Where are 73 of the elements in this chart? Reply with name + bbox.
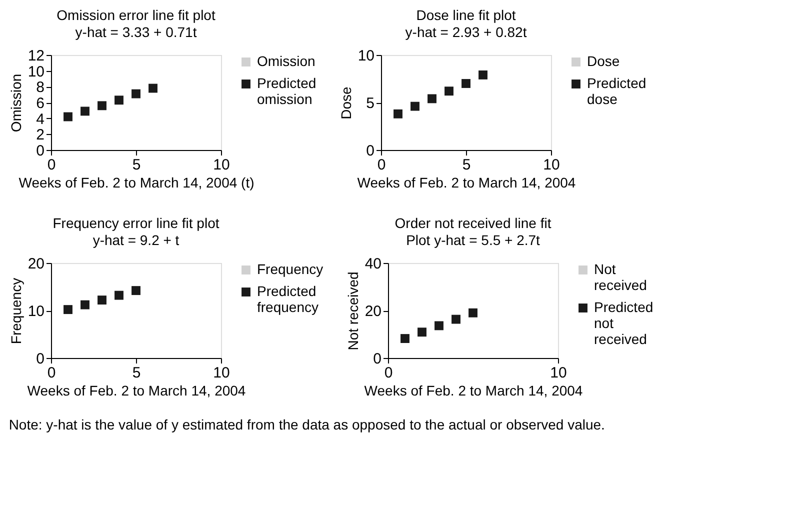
x-tick-label: 0 [47, 364, 56, 382]
chart-subtitle: y-hat = 2.93 + 0.82t [405, 24, 527, 40]
point [64, 112, 72, 122]
point [452, 314, 460, 324]
chart-title: Order not received line fit [394, 215, 552, 231]
x-tick-label: 10 [213, 156, 230, 174]
y-tick-label: 5 [366, 95, 374, 112]
y-tick-label: 20 [28, 256, 44, 272]
x-tick-label: 5 [132, 364, 141, 382]
y-tick-label: 12 [28, 48, 44, 64]
legend-label: Omission [257, 53, 316, 69]
y-tick-label: 10 [28, 303, 44, 320]
point [132, 286, 140, 296]
point [468, 308, 478, 318]
legend-label: Predicted dose [587, 75, 646, 107]
chart-subtitle: Plot y-hat = 5.5 + 2.7t [406, 232, 540, 248]
y-tick-label: 6 [36, 95, 44, 112]
point [64, 305, 72, 314]
point [114, 290, 124, 300]
chart-subtitle: y-hat = 9.2 + t [92, 232, 180, 248]
point [114, 96, 124, 105]
x-tick-label: 5 [132, 156, 141, 174]
x-tick-label: 0 [384, 364, 393, 382]
y-axis-title: Dose [338, 86, 354, 120]
y-axis-title: Frequency [8, 278, 24, 344]
y-axis-title: Omission [8, 74, 24, 132]
legend-label: Frequency [257, 261, 324, 277]
y-tick-label: 10 [28, 63, 44, 80]
point [410, 102, 420, 111]
y-tick-label: 20 [364, 303, 382, 320]
x-axis-title: Weeks of Feb. 2 to March 14, 2004 [357, 174, 576, 190]
point [98, 101, 106, 110]
x-axis-title: Weeks of Feb. 2 to March 14, 2004 [27, 382, 246, 398]
point [434, 321, 444, 330]
x-tick-label: 10 [550, 364, 567, 382]
point [478, 70, 488, 80]
x-tick-label: 10 [213, 364, 230, 382]
y-tick-label: 4 [36, 110, 44, 128]
y-tick-label: 0 [36, 350, 44, 368]
x-tick-label: 5 [462, 156, 471, 174]
y-tick-label: 40 [364, 256, 382, 272]
y-tick-label: 0 [36, 142, 44, 160]
legend-label: Predicted frequency [257, 283, 318, 315]
x-axis-title: Weeks of Feb. 2 to March 14, 2004 [364, 382, 583, 398]
x-tick-label: 0 [47, 156, 56, 174]
legend-label: Not received [594, 261, 647, 293]
legend-label: Dose [587, 53, 620, 69]
point [400, 334, 410, 343]
legend-label: Predicted not received [594, 299, 654, 347]
point [132, 89, 140, 98]
y-tick-label: 0 [373, 350, 382, 368]
point [462, 79, 470, 88]
y-tick-label: 10 [358, 48, 374, 64]
legend-label: Predicted omission [257, 75, 316, 107]
x-axis-title: Weeks of Feb. 2 to March 14, 2004 (t) [18, 174, 254, 190]
point [148, 84, 158, 93]
text: Note: y-hat is the value of y estimated from the data as opposed to the actual or observed value. [8, 416, 605, 432]
y-tick-label: 8 [36, 79, 44, 96]
point [98, 296, 106, 305]
point [444, 86, 454, 96]
y-axis-title: Not received [344, 272, 361, 350]
point [428, 94, 436, 104]
chart-title: Omission error line fit plot [56, 7, 216, 23]
chart-title: Frequency error line fit plot [52, 215, 220, 231]
y-tick-label: 0 [366, 142, 374, 160]
chart-title: Dose line fit plot [416, 7, 516, 23]
point [418, 328, 426, 337]
x-tick-label: 10 [543, 156, 560, 174]
y-tick-label: 2 [36, 126, 44, 144]
point [80, 106, 90, 116]
point [394, 109, 402, 118]
point [80, 300, 90, 310]
chart-subtitle: y-hat = 3.33 + 0.71t [75, 24, 197, 40]
